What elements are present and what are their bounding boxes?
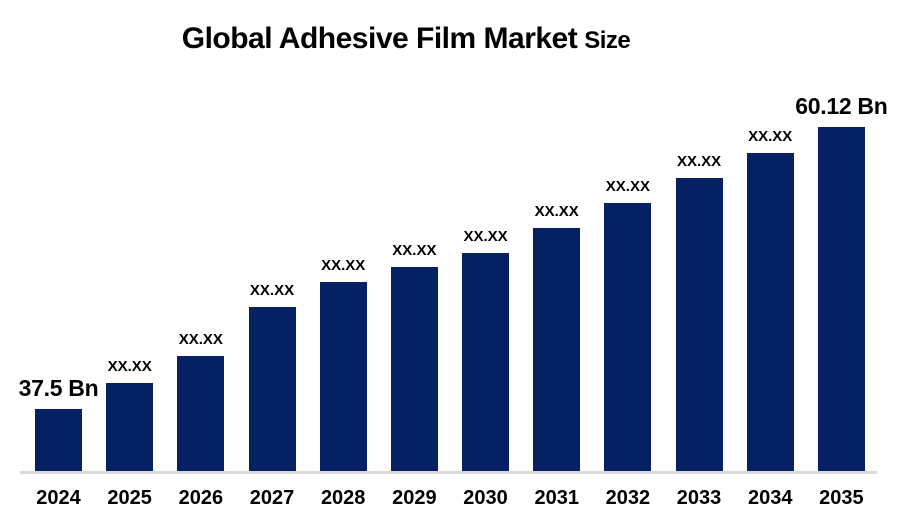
chart-title-suffix: Size bbox=[584, 27, 631, 54]
bar-value-label: XX.XX bbox=[107, 357, 152, 375]
bar bbox=[533, 228, 581, 471]
x-axis-label: 2033 bbox=[676, 487, 723, 510]
bar-value-label: XX.XX bbox=[676, 152, 722, 170]
x-axis-label: 2030 bbox=[462, 487, 509, 510]
x-axis-label-text: 2033 bbox=[676, 487, 722, 509]
bar bbox=[248, 307, 296, 471]
bar bbox=[319, 282, 367, 471]
bar-column: XX.XX bbox=[319, 90, 367, 471]
x-axis-label-text: 2025 bbox=[107, 487, 152, 509]
bar-value-label: XX.XX bbox=[178, 330, 223, 348]
x-axis-label-text: 2024 bbox=[36, 487, 81, 509]
x-axis-label: 2026 bbox=[177, 487, 224, 510]
bar-value-label: XX.XX bbox=[249, 281, 295, 299]
bar-column: XX.XX bbox=[462, 90, 510, 471]
bar bbox=[35, 409, 82, 471]
x-axis-label-text: 2028 bbox=[320, 487, 366, 509]
bar-column: XX.XX bbox=[533, 90, 581, 471]
bar-column: XX.XX bbox=[248, 90, 296, 471]
bar-value-label: XX.XX bbox=[463, 227, 508, 245]
x-axis-label: 2031 bbox=[533, 487, 580, 510]
x-axis-label: 2025 bbox=[106, 487, 153, 510]
x-axis-label-text: 2034 bbox=[747, 487, 793, 509]
bar-value-label: XX.XX bbox=[605, 177, 650, 195]
bar-column: XX.XX bbox=[604, 90, 652, 471]
x-axis-line bbox=[20, 471, 877, 474]
x-axis-label: 2029 bbox=[391, 487, 438, 510]
x-axis-label-text: 2032 bbox=[605, 487, 651, 509]
bar-column: 37.5 Bn bbox=[19, 90, 99, 471]
bar bbox=[106, 383, 154, 471]
plot-area: 37.5 Bn XX.XX XX.XX XX.XX XX.XX XX.XX XX.XX XX.… bbox=[19, 90, 888, 471]
x-axis-label-text: 2029 bbox=[392, 487, 437, 509]
bar-column: XX.XX bbox=[675, 90, 723, 471]
x-axis-label: 2028 bbox=[320, 487, 367, 510]
x-axis-label-text: 2027 bbox=[249, 487, 295, 509]
x-axis-label: 2034 bbox=[747, 487, 794, 510]
bar bbox=[462, 253, 510, 471]
x-axis-labels: 2024 2025 2026 2027 2028 2029 2030 2031 2032 2033… bbox=[35, 487, 865, 510]
x-axis-label-text: 2026 bbox=[178, 487, 224, 509]
bar-column: 60.12 Bn bbox=[795, 90, 888, 471]
bars-row: 37.5 Bn XX.XX XX.XX XX.XX XX.XX XX.XX XX.XX XX.… bbox=[19, 90, 888, 471]
x-axis-label: 2032 bbox=[604, 487, 651, 510]
x-axis-label-text: 2031 bbox=[534, 487, 579, 509]
chart-title-main: Global Adhesive Film Market bbox=[181, 22, 578, 55]
bar-value-label: XX.XX bbox=[534, 202, 579, 220]
bar-column: XX.XX bbox=[106, 90, 154, 471]
bar-column: XX.XX bbox=[390, 90, 438, 471]
bar-value-label: 60.12 Bn bbox=[795, 92, 888, 119]
bar-value-label: XX.XX bbox=[748, 127, 793, 145]
bar bbox=[177, 356, 225, 471]
bar bbox=[675, 178, 723, 471]
bar bbox=[746, 153, 794, 471]
bar-value-label: XX.XX bbox=[392, 241, 437, 259]
bar bbox=[817, 127, 865, 471]
x-axis-label: 2035 bbox=[818, 487, 865, 510]
bar-value-label: 37.5 Bn bbox=[18, 374, 99, 401]
bar bbox=[604, 203, 652, 471]
chart-title: Global Adhesive Film Market Size bbox=[0, 22, 812, 56]
bar-column: XX.XX bbox=[177, 90, 225, 471]
x-axis-label: 2027 bbox=[249, 487, 296, 510]
bar-column: XX.XX bbox=[746, 90, 794, 471]
bar-value-label: XX.XX bbox=[321, 256, 366, 274]
x-axis-label-text: 2030 bbox=[463, 487, 508, 509]
bar bbox=[390, 267, 438, 471]
x-axis-label-text: 2035 bbox=[819, 487, 864, 509]
x-axis-label: 2024 bbox=[35, 487, 82, 510]
